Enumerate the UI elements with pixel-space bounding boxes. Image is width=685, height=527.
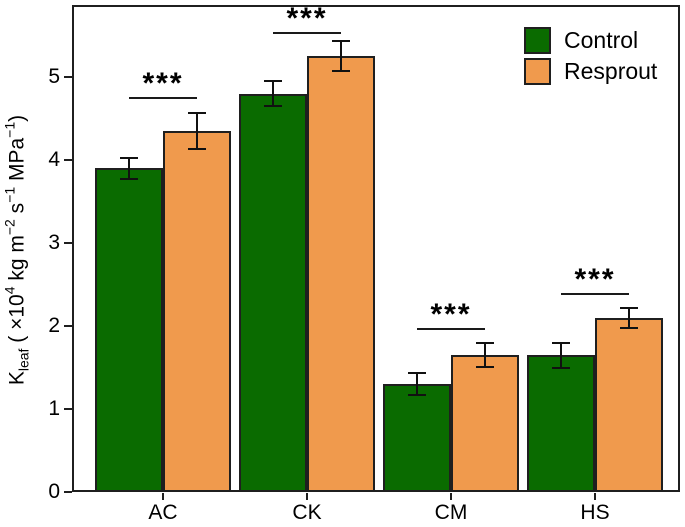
error-bar-cap-top (120, 156, 138, 159)
error-bar-cap-bottom (188, 148, 206, 151)
bar-resprout-AC (163, 130, 231, 492)
bar-resprout-CM (451, 355, 519, 492)
y-axis-label-part: s (5, 202, 29, 220)
error-bar-cap-top (264, 80, 282, 83)
y-tick-label: 1 (48, 397, 60, 420)
x-tick-label: CM (434, 501, 468, 524)
error-bar-cap-bottom (408, 393, 426, 396)
y-tick-mark (64, 242, 72, 244)
error-bar-cap-top (332, 40, 350, 43)
significance-stars-AC: *** (142, 66, 184, 100)
error-bar-CK (340, 41, 342, 72)
error-bar-CM (484, 343, 486, 367)
error-bar-cap-bottom (120, 178, 138, 181)
legend: Control Resprout (524, 26, 657, 85)
y-tick-label: 4 (48, 148, 60, 171)
error-bar-cap-bottom (264, 105, 282, 108)
error-bar-cap-bottom (620, 326, 638, 329)
x-tick-label: AC (148, 501, 178, 524)
error-bar-cap-top (552, 341, 570, 344)
significance-stars-CM: *** (430, 297, 472, 331)
significance-stars-HS: *** (574, 262, 616, 296)
bar-resprout-HS (595, 317, 663, 492)
bar-control-AC (95, 168, 163, 492)
y-axis-label-part: −2 (1, 219, 18, 236)
x-tick-mark (594, 493, 596, 500)
resprout-swatch-icon (524, 57, 551, 85)
error-bar-cap-top (408, 372, 426, 375)
legend-label-resprout: Resprout (564, 58, 658, 84)
y-axis-label-part: K (5, 371, 29, 386)
y-tick-mark (64, 408, 72, 410)
y-tick-label: 2 (48, 314, 60, 337)
x-tick-label: HS (580, 501, 610, 524)
error-bar-AC (196, 112, 198, 150)
x-tick-label: CK (292, 501, 322, 524)
bar-control-CK (239, 93, 307, 492)
legend-item-resprout: Resprout (524, 57, 657, 85)
error-bar-cap-bottom (552, 366, 570, 369)
bar-control-CM (383, 384, 451, 492)
legend-label-control: Control (564, 27, 639, 53)
y-axis-label-part: leaf (15, 348, 32, 372)
significance-line-HS (561, 292, 629, 295)
y-tick-mark (64, 325, 72, 327)
y-tick-mark (64, 491, 72, 493)
error-bar-cap-bottom (332, 70, 350, 73)
y-tick-label: 3 (48, 231, 60, 254)
y-tick-label: 0 (48, 480, 60, 503)
significance-stars-CK: *** (286, 2, 328, 36)
x-tick-mark (306, 493, 308, 500)
y-tick-label: 5 (48, 65, 60, 88)
error-bar-cap-top (620, 306, 638, 309)
y-axis-label-part: ) (5, 114, 29, 122)
bar-control-HS (527, 355, 595, 492)
control-swatch-icon (524, 26, 551, 54)
significance-line-CK (273, 32, 341, 35)
error-bar-HS (628, 307, 630, 328)
y-tick-mark (64, 76, 72, 78)
significance-line-AC (129, 96, 197, 99)
error-bar-CM (416, 373, 418, 395)
error-bar-cap-top (188, 111, 206, 114)
y-tick-mark (64, 159, 72, 161)
error-bar-HS (560, 342, 562, 368)
y-axis-label-part: −1 (1, 121, 18, 138)
x-tick-mark (162, 493, 164, 500)
error-bar-cap-bottom (476, 365, 494, 368)
error-bar-CK (272, 81, 274, 107)
error-bar-cap-top (476, 342, 494, 345)
x-tick-mark (450, 493, 452, 500)
bar-resprout-CK (307, 56, 375, 492)
error-bar-AC (128, 157, 130, 180)
significance-line-CM (417, 327, 485, 330)
y-axis-label-part: 4 (1, 286, 18, 295)
legend-item-control: Control (524, 26, 657, 54)
y-axis-label-part: −1 (1, 186, 18, 203)
